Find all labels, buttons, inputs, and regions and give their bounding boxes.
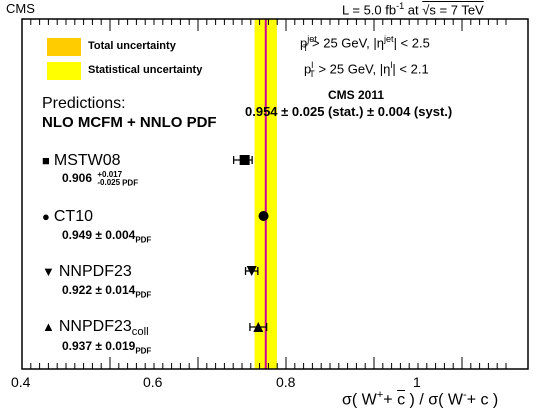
data-point-triangle-down [246, 266, 257, 276]
prediction-value-mstw08: 0.906 +0.017 -0.025 PDF [62, 170, 139, 188]
experiment-label: CMS [6, 1, 35, 16]
prediction-label-ct10: ● CT10 [42, 208, 93, 225]
luminosity-label: L = 5.0 fb-1 at √s = 7 TeV [342, 1, 484, 18]
x-tick-0.4: 0.4 [11, 374, 31, 390]
prediction-value-ct10: 0.949 ± 0.004PDF [62, 228, 152, 245]
lepton-cut-label: plT > 25 GeV, |ηl| < 2.1 [304, 60, 429, 79]
data-point-circle [258, 211, 269, 221]
cms-result-value: 0.954 ± 0.025 (stat.) ± 0.004 (syst.) [245, 104, 453, 119]
predictions-subtitle: NLO MCFM + NNLO PDF [42, 114, 217, 131]
plot-frame [21, 18, 529, 370]
prediction-label-mstw08: ■ MSTW08 [42, 152, 121, 169]
x-tick-0.8: 0.8 [276, 374, 296, 390]
predictions-title: Predictions: [42, 95, 126, 112]
prediction-value-nnpdf23coll: 0.937 ± 0.019PDF [62, 339, 152, 356]
prediction-label-nnpdf23: ▼ NNPDF23 [42, 263, 132, 280]
x-axis-label: σ( W++ c ) / σ( W-+ c ) [342, 389, 499, 409]
x-tick-1: 1 [413, 374, 421, 390]
stat-uncertainty-swatch [47, 62, 81, 80]
cms-result-title: CMS 2011 [328, 88, 385, 102]
prediction-value-nnpdf23: 0.922 ± 0.014PDF [62, 283, 152, 300]
total-uncertainty-swatch [47, 38, 81, 56]
jet-cut-label: pjetT > 25 GeV, |ηjet| < 2.5 [300, 34, 430, 53]
data-point-triangle-up [253, 322, 264, 332]
total-uncertainty-label: Total uncertainty [88, 40, 176, 52]
x-tick-0.6: 0.6 [143, 374, 163, 390]
stat-uncertainty-label: Statistical uncertainty [88, 64, 203, 76]
data-point-square [239, 155, 250, 165]
prediction-label-nnpdf23coll: ▲ NNPDF23coll [42, 318, 149, 339]
